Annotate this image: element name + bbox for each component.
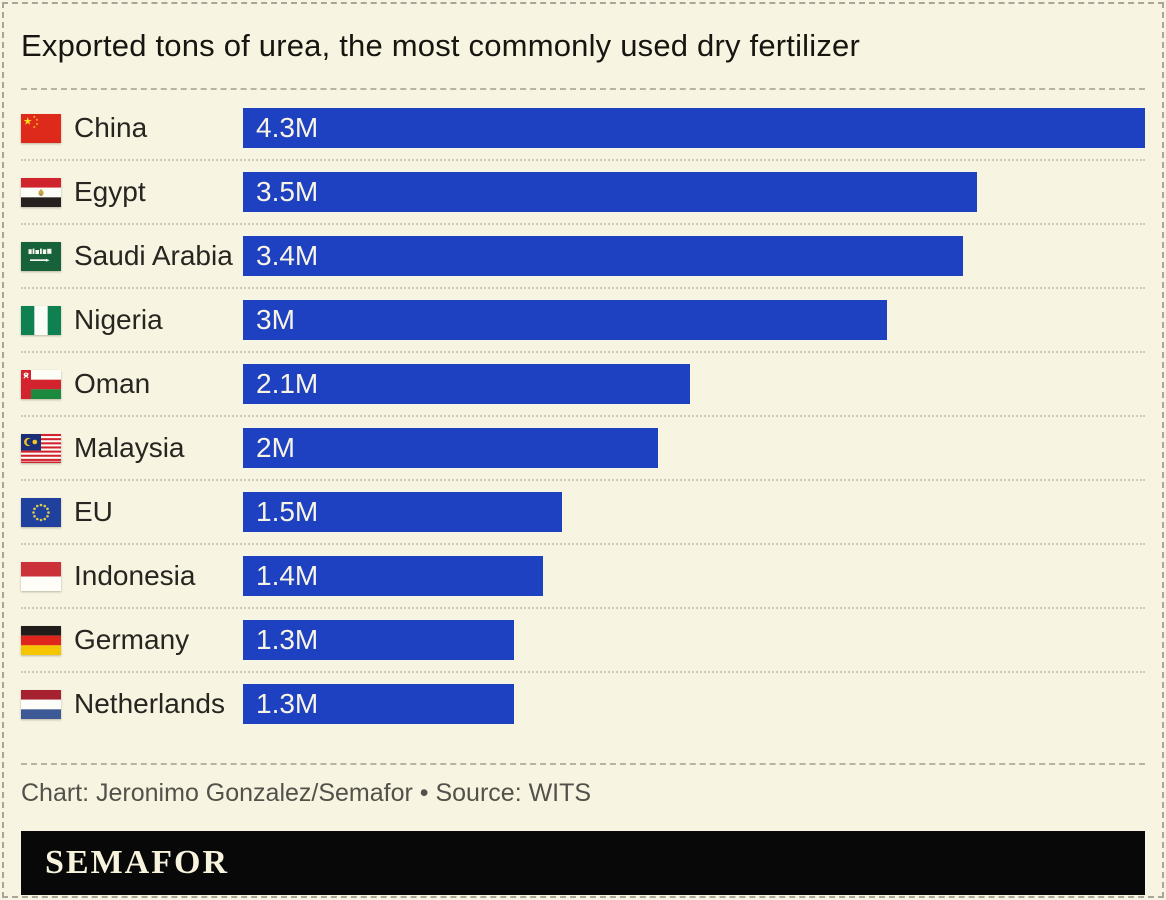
chart-rows: China 4.3M Egypt 3.5M Saudi Arabia 3.4M Nigeri…	[21, 97, 1145, 735]
country-label: EU	[74, 496, 113, 527]
value-bar: 1.5M	[243, 492, 562, 532]
china-flag-icon	[21, 113, 61, 143]
germany-flag-icon	[21, 625, 61, 655]
chart-row: Saudi Arabia 3.4M	[21, 225, 1145, 289]
chart-row: Indonesia 1.4M	[21, 545, 1145, 609]
attribution-text: Chart: Jeronimo Gonzalez/Semafor • Sourc…	[21, 779, 592, 807]
value-label: 3M	[256, 304, 295, 335]
oman-flag-icon	[21, 369, 61, 399]
netherlands-flag-icon	[21, 689, 61, 719]
bar-area: 3.5M	[243, 172, 1145, 212]
country-label: Egypt	[74, 176, 146, 207]
chart-row: Egypt 3.5M	[21, 161, 1145, 225]
value-bar: 1.3M	[243, 684, 514, 724]
chart-row: China 4.3M	[21, 97, 1145, 161]
chart-row: Netherlands 1.3M	[21, 673, 1145, 735]
value-label: 2.1M	[256, 368, 319, 399]
country-label: Netherlands	[74, 688, 225, 719]
chart-title: Exported tons of urea, the most commonly…	[21, 28, 861, 63]
nigeria-flag-icon	[21, 305, 61, 335]
value-bar: 1.3M	[243, 620, 514, 660]
value-bar: 2.1M	[243, 364, 690, 404]
country-label: Malaysia	[74, 432, 185, 463]
country-label: China	[74, 112, 148, 143]
value-label: 4.3M	[256, 112, 319, 143]
egypt-flag-icon	[21, 177, 61, 207]
chart-row: Germany 1.3M	[21, 609, 1145, 673]
value-label: 2M	[256, 432, 295, 463]
semafor-logo: SEMAFOR	[45, 844, 229, 881]
country-label: Germany	[74, 624, 190, 655]
indonesia-flag-icon	[21, 561, 61, 591]
title-separator	[21, 88, 1145, 90]
bar-area: 1.3M	[243, 684, 1145, 724]
value-label: 3.5M	[256, 176, 319, 207]
value-bar: 3M	[243, 300, 888, 340]
country-label: Indonesia	[74, 560, 196, 591]
chart-row: Oman 2.1M	[21, 353, 1145, 417]
value-label: 1.4M	[256, 560, 319, 591]
value-bar: 4.3M	[243, 108, 1145, 148]
bar-area: 2.1M	[243, 364, 1145, 404]
chart-row: Nigeria 3M	[21, 289, 1145, 353]
country-label: Oman	[74, 368, 151, 399]
value-label: 1.3M	[256, 624, 319, 655]
bar-area: 1.3M	[243, 620, 1145, 660]
value-bar: 3.4M	[243, 236, 963, 276]
value-bar: 2M	[243, 428, 659, 468]
value-label: 1.3M	[256, 688, 319, 719]
bar-area: 1.4M	[243, 556, 1145, 596]
bar-area: 2M	[243, 428, 1145, 468]
eu-flag-icon	[21, 497, 61, 527]
value-bar: 3.5M	[243, 172, 978, 212]
country-label: Nigeria	[74, 304, 163, 335]
value-label: 3.4M	[256, 240, 319, 271]
value-bar: 1.4M	[243, 556, 543, 596]
bar-area: 4.3M	[243, 108, 1145, 148]
footer-separator	[21, 763, 1145, 765]
bar-area: 3M	[243, 300, 1145, 340]
logo-bar: SEMAFOR	[21, 831, 1145, 895]
chart-row: EU 1.5M	[21, 481, 1145, 545]
chart-row: Malaysia 2M	[21, 417, 1145, 481]
value-label: 1.5M	[256, 496, 319, 527]
malaysia-flag-icon	[21, 433, 61, 463]
bar-area: 3.4M	[243, 236, 1145, 276]
saudi-arabia-flag-icon	[21, 241, 61, 271]
bar-area: 1.5M	[243, 492, 1145, 532]
country-label: Saudi Arabia	[74, 240, 233, 271]
